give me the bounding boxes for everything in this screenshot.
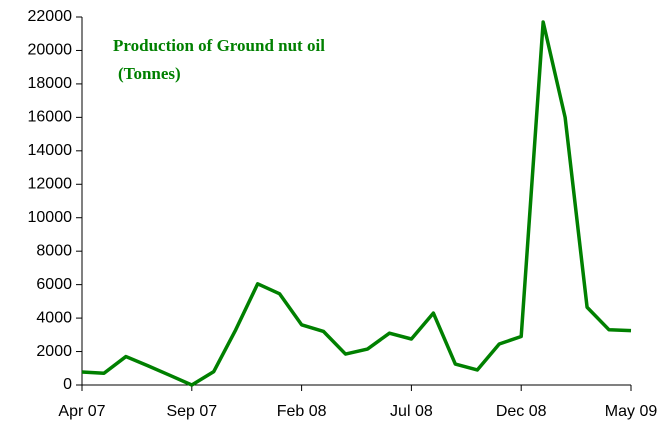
y-tick-label: 0 <box>63 376 72 393</box>
y-tick-label: 2000 <box>36 343 72 360</box>
x-tick-label: Sep 07 <box>166 403 217 420</box>
y-tick-label: 4000 <box>36 309 72 326</box>
y-tick-label: 20000 <box>28 42 73 59</box>
x-tick-label: Feb 08 <box>277 403 327 420</box>
y-tick-label: 12000 <box>28 175 73 192</box>
y-tick-label: 14000 <box>28 142 73 159</box>
y-tick-label: 18000 <box>28 75 73 92</box>
x-tick-label: Jul 08 <box>390 403 433 420</box>
x-tick-label: Apr 07 <box>58 403 105 420</box>
x-tick-label: May 09 <box>605 403 658 420</box>
y-tick-label: 10000 <box>28 209 73 226</box>
y-tick-label: 8000 <box>36 242 72 259</box>
x-tick-label: Dec 08 <box>496 403 547 420</box>
y-tick-label: 16000 <box>28 109 73 126</box>
y-tick-label: 6000 <box>36 276 72 293</box>
y-tick-label: 22000 <box>28 8 73 25</box>
chart-subtitle: (Tonnes) <box>118 64 181 83</box>
chart-title: Production of Ground nut oil <box>113 36 325 55</box>
data-line <box>81 20 632 387</box>
